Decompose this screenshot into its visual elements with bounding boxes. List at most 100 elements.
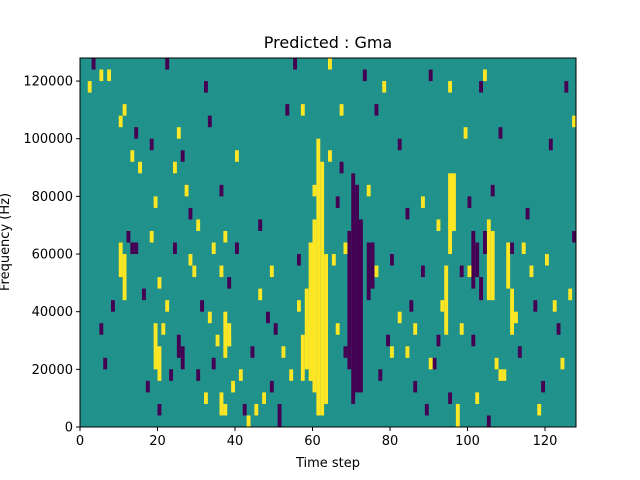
x-tick-label: 80 xyxy=(382,434,399,449)
heatmap-low-cell xyxy=(374,104,379,116)
heatmap-low-cell xyxy=(471,334,476,347)
heatmap-high-cell xyxy=(421,196,425,208)
y-tick-label: 100000 xyxy=(23,132,73,147)
heatmap-low-cell xyxy=(142,288,146,301)
chart-title: Predicted : Gma xyxy=(264,33,392,52)
heatmap-plot-area xyxy=(80,58,576,427)
heatmap-high-cell xyxy=(219,392,224,416)
heatmap-high-cell xyxy=(413,323,418,335)
heatmap-low-cell xyxy=(351,173,356,404)
heatmap-high-cell xyxy=(122,104,127,116)
heatmap-low-cell xyxy=(149,138,154,151)
heatmap-high-cell xyxy=(529,265,534,278)
heatmap-high-cell xyxy=(490,230,495,301)
heatmap-low-cell xyxy=(359,219,363,393)
heatmap-low-cell xyxy=(169,369,174,381)
heatmap-low-cell xyxy=(219,184,224,197)
y-tick-label: 60000 xyxy=(32,248,73,263)
heatmap-low-cell xyxy=(572,230,576,243)
heatmap-high-cell xyxy=(196,219,201,231)
heatmap-low-cell xyxy=(111,300,115,312)
heatmap-high-cell xyxy=(506,242,511,289)
heatmap-low-cell xyxy=(548,138,553,151)
y-tick-label: 120000 xyxy=(23,75,73,90)
heatmap-high-cell xyxy=(537,403,542,416)
heatmap-high-cell xyxy=(552,300,557,312)
y-axis-label: Frequency (Hz) xyxy=(0,193,13,291)
heatmap-low-cell xyxy=(258,219,263,231)
heatmap-high-cell xyxy=(521,242,526,255)
heatmap-high-cell xyxy=(448,81,453,93)
y-tick-label: 80000 xyxy=(32,190,73,205)
heatmap-high-cell xyxy=(572,115,576,128)
x-tick-label: 0 xyxy=(76,434,84,449)
heatmap-low-cell xyxy=(413,380,418,393)
heatmap-high-cell xyxy=(444,265,449,335)
heatmap-low-cell xyxy=(134,242,139,255)
heatmap-high-cell xyxy=(320,161,325,416)
x-axis-label: Time step xyxy=(295,456,360,471)
heatmap-low-cell xyxy=(386,334,391,347)
heatmap-high-cell xyxy=(328,58,332,70)
heatmap-high-cell xyxy=(483,69,487,82)
heatmap-low-cell xyxy=(366,242,371,301)
heatmap-low-cell xyxy=(165,58,170,70)
heatmap-low-cell xyxy=(459,265,464,278)
heatmap-high-cell xyxy=(281,346,286,358)
heatmap-high-cell xyxy=(192,265,197,278)
heatmap-low-cell xyxy=(145,380,150,393)
heatmap-high-cell xyxy=(455,403,460,427)
heatmap-low-cell xyxy=(204,81,208,93)
heatmap-high-cell xyxy=(312,219,317,393)
heatmap-high-cell xyxy=(397,311,402,324)
heatmap-high-cell xyxy=(405,346,410,358)
heatmap-high-cell xyxy=(99,69,104,82)
heatmap-high-cell xyxy=(428,357,433,370)
heatmap-high-cell xyxy=(494,357,499,370)
heatmap-high-cell xyxy=(258,288,263,301)
heatmap-high-cell xyxy=(486,219,491,301)
heatmap-high-cell xyxy=(331,254,336,266)
heatmap-low-cell xyxy=(343,346,348,358)
heatmap-high-cell xyxy=(382,81,387,93)
heatmap-high-cell xyxy=(300,334,305,381)
heatmap-high-cell xyxy=(107,69,112,82)
heatmap-high-cell xyxy=(463,127,468,139)
heatmap-high-cell xyxy=(227,334,232,347)
heatmap-low-cell xyxy=(490,184,495,197)
heatmap-low-cell xyxy=(277,403,282,427)
heatmap-low-cell xyxy=(180,150,185,162)
heatmap-high-cell xyxy=(165,300,170,312)
heatmap-low-cell xyxy=(436,334,441,347)
heatmap-high-cell xyxy=(308,323,313,335)
heatmap-high-cell xyxy=(510,288,515,335)
heatmap-low-cell xyxy=(428,69,433,82)
heatmap-low-cell xyxy=(424,403,429,416)
heatmap-low-cell xyxy=(533,300,538,312)
y-axis-ticks: 0 20000 40000 60000 80000 100000 120000 xyxy=(23,75,80,436)
heatmap-high-cell xyxy=(289,369,294,381)
heatmap-low-cell xyxy=(176,334,181,358)
x-tick-label: 120 xyxy=(533,434,558,449)
heatmap-high-cell xyxy=(440,300,445,312)
heatmap-high-cell xyxy=(238,369,243,381)
heatmap-low-cell xyxy=(99,323,104,335)
heatmap-low-cell xyxy=(200,300,205,312)
heatmap-low-cell xyxy=(196,369,201,381)
heatmap-high-cell xyxy=(118,242,123,278)
heatmap-low-cell xyxy=(269,380,274,393)
heatmap-low-cell xyxy=(91,58,96,70)
heatmap-low-cell xyxy=(517,346,522,358)
heatmap-high-cell xyxy=(300,104,305,116)
x-tick-label: 100 xyxy=(455,434,480,449)
heatmap-low-cell xyxy=(126,230,131,243)
heatmap-high-cell xyxy=(324,254,329,404)
heatmap-low-cell xyxy=(378,369,383,381)
heatmap-high-cell xyxy=(87,81,92,93)
heatmap-low-cell xyxy=(405,207,410,220)
heatmap-low-cell xyxy=(556,323,561,335)
heatmap-high-cell xyxy=(459,323,464,335)
heatmap-high-cell xyxy=(157,346,162,381)
heatmap-high-cell xyxy=(316,138,321,416)
x-axis-ticks: 0 20 40 60 80 100 120 xyxy=(76,427,558,449)
